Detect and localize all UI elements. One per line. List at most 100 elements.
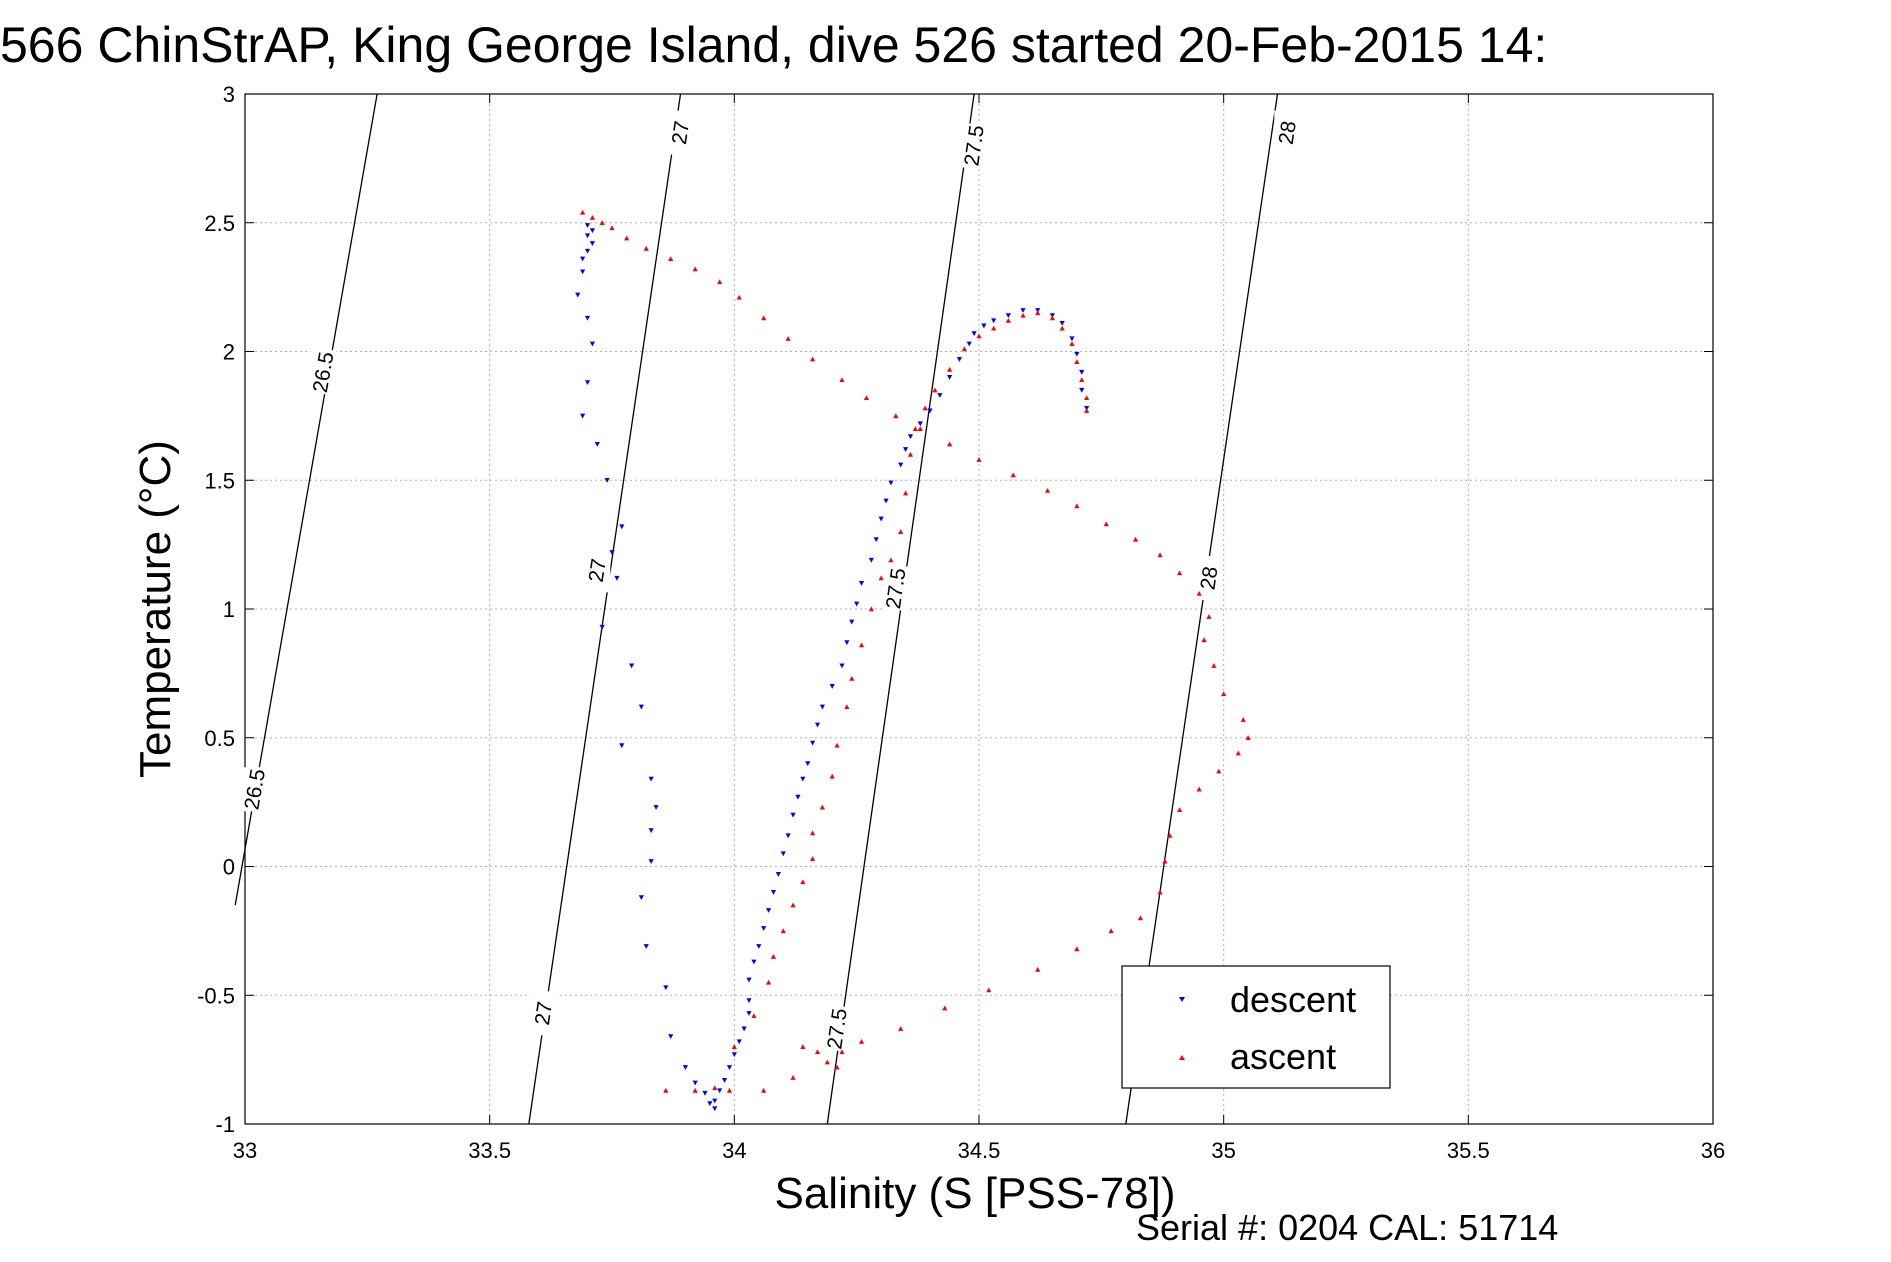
descent-point [589, 241, 596, 246]
ascent-point [1079, 377, 1085, 383]
descent-point [584, 248, 591, 254]
x-tick-label: 35 [1211, 1138, 1235, 1163]
descent-point [991, 318, 997, 324]
descent-point [746, 977, 752, 983]
descent-point [594, 442, 600, 447]
ascent-point [1005, 318, 1011, 323]
descent-point [829, 684, 835, 689]
descent-point [746, 1011, 752, 1016]
descent-point [1005, 313, 1011, 319]
descent-point [619, 743, 625, 749]
ascent-point [1059, 325, 1065, 331]
y-axis-label: Temperature (°C) [131, 440, 180, 778]
descent-point [584, 233, 591, 239]
descent-point [692, 1080, 698, 1086]
ascent-point [1177, 570, 1183, 576]
legend-descent-marker [1179, 997, 1185, 1002]
x-tick-label: 34.5 [958, 1138, 1001, 1163]
descent-point [726, 1065, 733, 1070]
descent-point [668, 1034, 674, 1040]
ascent-point [839, 377, 845, 383]
ascent-point [922, 405, 928, 411]
descent-point [844, 640, 850, 646]
ascent-point [819, 804, 826, 810]
ascent-point [692, 1087, 698, 1093]
ascent-point [785, 336, 791, 341]
descent-point [805, 761, 811, 767]
descent-point [746, 998, 752, 1003]
descent-point [653, 805, 659, 810]
x-tick-label: 34 [722, 1138, 746, 1163]
descent-point [907, 434, 914, 440]
descent-point [648, 828, 654, 834]
ascent-point [1074, 359, 1080, 364]
ascent-point [932, 387, 938, 393]
ascent-point [1157, 552, 1163, 558]
ascent-point [917, 426, 923, 431]
descent-point [873, 537, 879, 543]
isopycnal-label: 27 [531, 1000, 557, 1026]
ascent-point [942, 1005, 948, 1011]
ascent-point [1221, 691, 1227, 697]
ascent-point [1010, 472, 1016, 478]
descent-point [584, 315, 591, 321]
ascent-point [1235, 750, 1241, 756]
descent-point [648, 859, 654, 864]
ascent-point [893, 413, 899, 419]
isopycnal-label: 27 [585, 557, 611, 583]
ascent-point [1069, 341, 1075, 346]
ascent-point [868, 606, 874, 612]
descent-point [1020, 308, 1026, 313]
descent-point [604, 478, 610, 483]
descent-point [589, 341, 596, 347]
isopycnal-label-gap [824, 1006, 851, 1051]
isopycnal-label-gap [310, 350, 337, 395]
legend-descent-label: descent [1230, 979, 1356, 1020]
ascent-point [736, 294, 742, 300]
ascent-point [726, 1087, 733, 1093]
descent-point [966, 341, 972, 347]
y-tick-label: -0.5 [197, 983, 235, 1008]
series-descent [575, 223, 1090, 1112]
ascent-point [986, 987, 992, 993]
legend-ascent-marker [1179, 1055, 1185, 1060]
ascent-point [1216, 768, 1222, 774]
ascent-point [790, 902, 796, 908]
descent-point [584, 223, 591, 228]
ascent-point [692, 266, 698, 272]
ascent-point [1103, 521, 1109, 527]
isopycnal-label: 27.5 [882, 567, 911, 611]
descent-point [917, 421, 923, 427]
descent-point [584, 380, 591, 385]
ascent-point [824, 1059, 830, 1065]
descent-point [947, 375, 953, 380]
ascent-point [1177, 807, 1183, 813]
ascent-point [1137, 915, 1144, 921]
y-tick-label: 1.5 [204, 468, 235, 493]
ascent-point [800, 1044, 806, 1049]
ascent-point [589, 215, 596, 220]
ascent-point [912, 426, 918, 431]
descent-point [717, 1088, 723, 1094]
isopycnal-label: 27 [668, 119, 694, 145]
ascent-point [947, 366, 953, 372]
chart-title: 566 ChinStrAP, King George Island, dive … [0, 17, 1547, 73]
descent-point [1069, 336, 1075, 342]
descent-point [638, 895, 644, 900]
ascent-point [844, 704, 850, 710]
descent-point [883, 498, 889, 504]
y-tick-label: 0 [223, 855, 235, 880]
ascent-point [834, 742, 840, 748]
ascent-point [751, 1013, 757, 1019]
ascent-point [1132, 536, 1139, 542]
descent-point [731, 1052, 737, 1058]
x-axis-label: Salinity (S [PSS-78]) [774, 1169, 1175, 1218]
x-tick-label: 35.5 [1447, 1138, 1490, 1163]
x-tick-label: 36 [1701, 1138, 1725, 1163]
y-tick-label: 0.5 [204, 726, 235, 751]
descent-point [858, 581, 865, 586]
legend-ascent-label: ascent [1230, 1036, 1336, 1077]
ascent-point [814, 1049, 821, 1055]
ascent-point [790, 1075, 796, 1080]
